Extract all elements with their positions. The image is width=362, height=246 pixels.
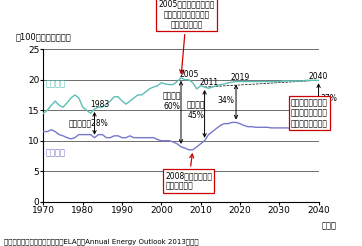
Text: 国内消費: 国内消費 xyxy=(45,80,66,89)
Text: 液体燃料の国内供
給の最大３分の１
は引き続き輸入。: 液体燃料の国内供 給の最大３分の１ は引き続き輸入。 xyxy=(291,98,328,128)
Text: 国内供給: 国内供給 xyxy=(45,149,66,158)
Text: 37%: 37% xyxy=(320,94,337,103)
Text: 輸入比率
60%: 輸入比率 60% xyxy=(163,92,182,111)
Text: 2005: 2005 xyxy=(179,70,198,79)
Text: （年）: （年） xyxy=(321,222,336,231)
Text: 輸入比率：28%: 輸入比率：28% xyxy=(69,119,109,127)
Text: 2040: 2040 xyxy=(309,72,328,81)
Text: 34%: 34% xyxy=(218,96,235,105)
Text: 輸入比率
45%: 輸入比率 45% xyxy=(187,100,205,120)
Text: 1983: 1983 xyxy=(90,100,110,108)
Text: 2008年以降、原油
生産の拡大。: 2008年以降、原油 生産の拡大。 xyxy=(165,154,212,191)
Text: 資料：米国エネルギー情報局（ELA）「Annual Energy Outlook 2013」から: 資料：米国エネルギー情報局（ELA）「Annual Energy Outlook… xyxy=(4,238,198,245)
Text: 2005年以降、液体燃料
の国内消費に占める輸
入比率が減少。: 2005年以降、液体燃料 の国内消費に占める輸 入比率が減少。 xyxy=(158,0,215,74)
Text: （100万バレル／日）: （100万バレル／日） xyxy=(16,32,72,42)
Text: 2019: 2019 xyxy=(230,73,249,82)
Text: 2011: 2011 xyxy=(200,78,219,87)
